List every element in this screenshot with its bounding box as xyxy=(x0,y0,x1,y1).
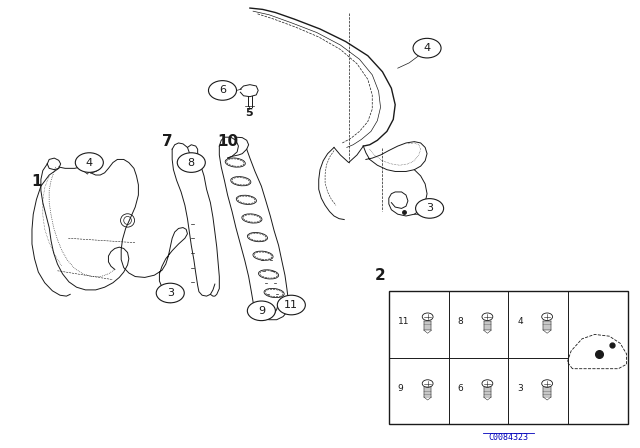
Text: 11: 11 xyxy=(284,300,298,310)
Text: 7: 7 xyxy=(162,134,172,149)
Circle shape xyxy=(156,283,184,303)
Circle shape xyxy=(415,198,444,218)
Text: 10: 10 xyxy=(217,134,238,149)
Text: 9: 9 xyxy=(398,384,404,393)
Text: 1: 1 xyxy=(31,174,42,189)
Text: 4: 4 xyxy=(424,43,431,53)
Text: 3: 3 xyxy=(167,288,173,298)
Text: 3: 3 xyxy=(426,203,433,213)
Text: 9: 9 xyxy=(258,306,265,316)
Text: 5: 5 xyxy=(246,108,253,118)
Circle shape xyxy=(76,153,103,172)
Circle shape xyxy=(277,295,305,315)
Circle shape xyxy=(209,81,237,100)
Text: 2: 2 xyxy=(375,268,386,283)
Circle shape xyxy=(177,153,205,172)
Text: 4: 4 xyxy=(517,318,523,327)
Text: 3: 3 xyxy=(517,384,523,393)
Bar xyxy=(389,291,628,424)
Text: 4: 4 xyxy=(86,158,93,168)
Text: 8: 8 xyxy=(188,158,195,168)
Text: 11: 11 xyxy=(398,318,410,327)
Text: 6: 6 xyxy=(458,384,463,393)
Text: C0084323: C0084323 xyxy=(488,433,528,442)
Text: 6: 6 xyxy=(219,86,226,95)
Circle shape xyxy=(413,39,441,58)
Text: 8: 8 xyxy=(458,318,463,327)
Circle shape xyxy=(247,301,275,321)
